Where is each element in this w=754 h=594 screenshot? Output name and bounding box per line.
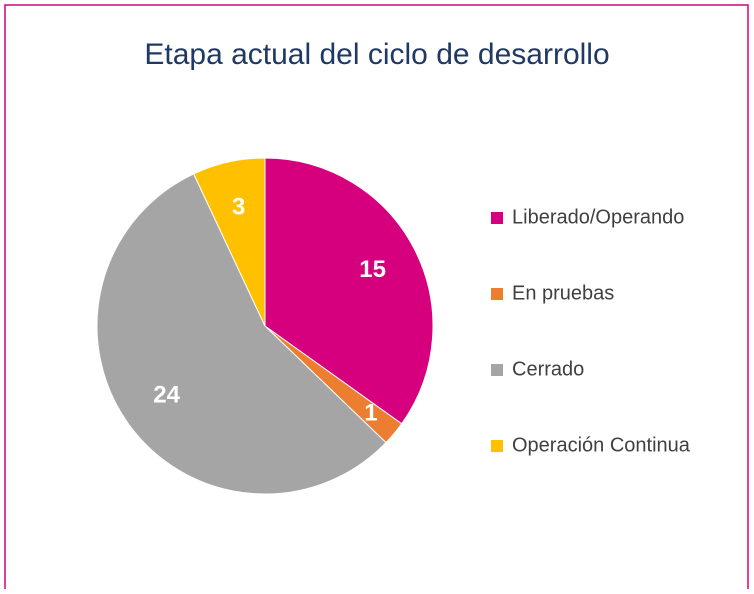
pie-slice [264,157,434,425]
legend-label: Operación Continua [512,434,691,456]
data-label: 1 [364,399,377,426]
legend-swatch [491,364,503,376]
data-label: 24 [153,382,180,409]
legend-label: Liberado/Operando [512,206,684,228]
chart-title: Etapa actual del ciclo de desarrollo [144,38,609,71]
legend-swatch [491,212,503,224]
frame [4,4,749,589]
data-label: 15 [359,256,386,283]
pie-slice [193,157,266,327]
legend-label: En pruebas [512,282,614,304]
legend-swatch [491,440,503,452]
legend-label: Cerrado [512,358,584,380]
legend-swatch [491,288,503,300]
pie-slice [96,173,387,495]
data-label: 3 [232,193,245,220]
